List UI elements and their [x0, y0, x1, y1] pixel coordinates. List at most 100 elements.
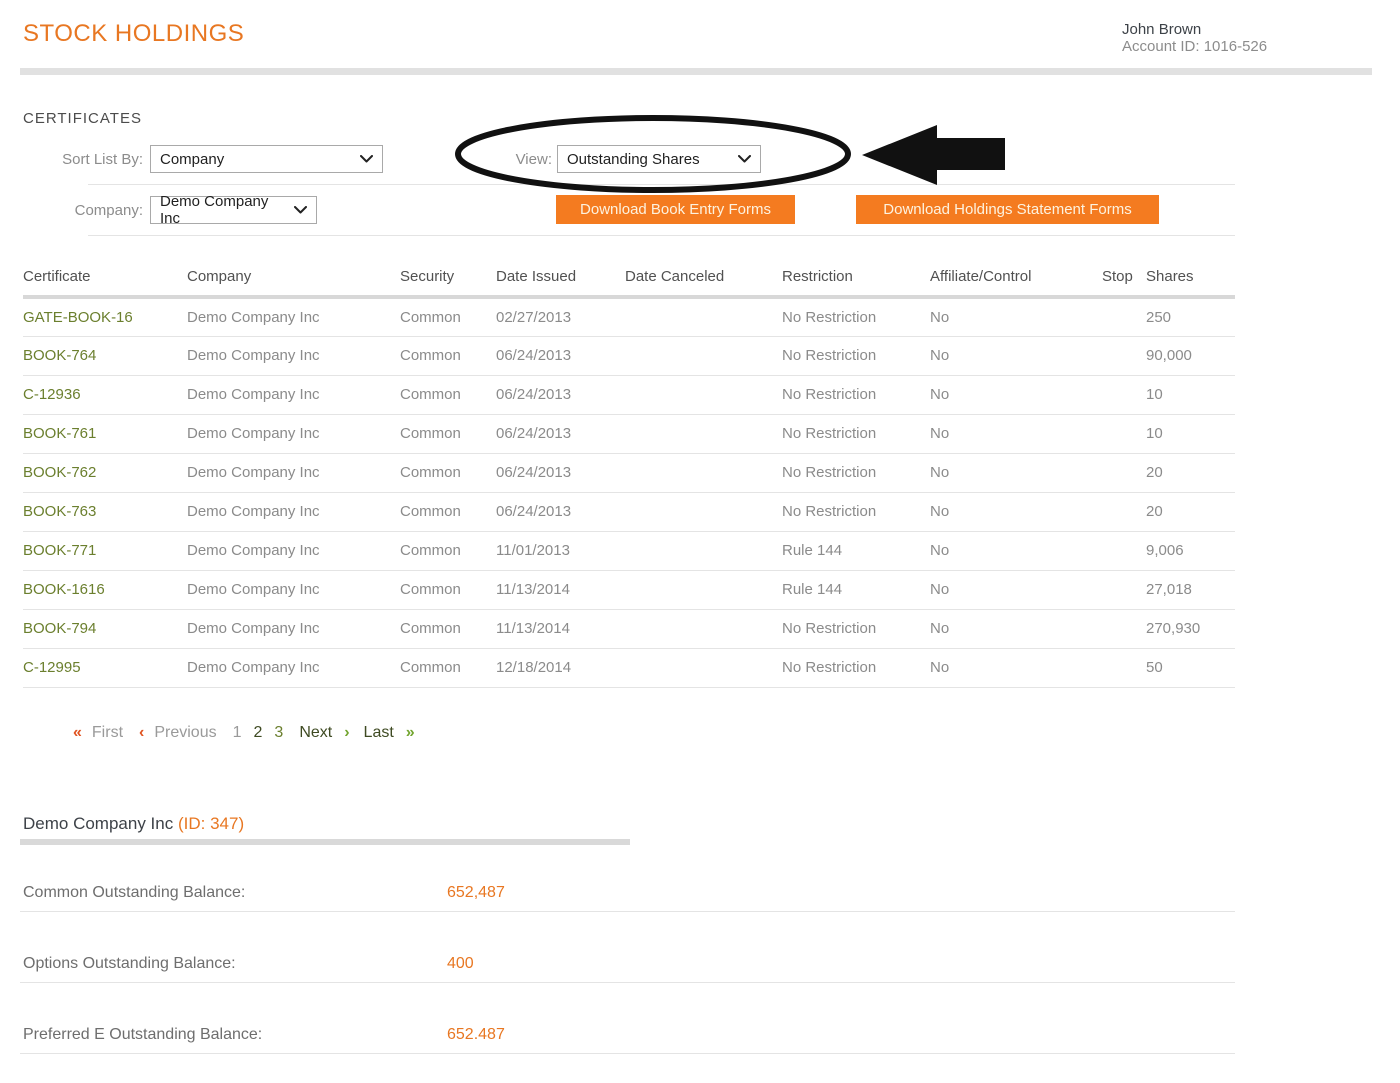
- cell-security: Common: [400, 336, 496, 376]
- cell-security: Common: [400, 570, 496, 610]
- page-number-1-current: 1: [232, 724, 242, 741]
- cell-shares: 10: [1146, 375, 1235, 415]
- cell-date-canceled: [625, 570, 782, 610]
- certificate-link[interactable]: C-12995: [23, 648, 187, 688]
- cell-restriction: Rule 144: [782, 531, 930, 571]
- company-value: Demo Company Inc: [160, 193, 269, 227]
- cell-security: Common: [400, 609, 496, 649]
- table-row: C-12936 Demo Company Inc Common 06/24/20…: [23, 375, 1235, 415]
- pagination: « First ‹ Previous 1 2 3 Next › Last »: [73, 724, 415, 742]
- col-affiliate-control: Affiliate/Control: [930, 262, 1102, 299]
- cell-shares: 50: [1146, 648, 1235, 688]
- previous-page-icon: ‹: [139, 724, 145, 741]
- last-page-link[interactable]: Last: [363, 724, 394, 741]
- table-row: BOOK-762 Demo Company Inc Common 06/24/2…: [23, 453, 1235, 493]
- page-number-3-link[interactable]: 3: [274, 724, 284, 741]
- cell-shares: 20: [1146, 453, 1235, 493]
- cell-company: Demo Company Inc: [187, 375, 400, 415]
- cell-date-canceled: [625, 297, 782, 337]
- col-company: Company: [187, 262, 400, 299]
- certificate-link[interactable]: GATE-BOOK-16: [23, 297, 187, 337]
- cell-date-issued: 11/13/2014: [496, 570, 625, 610]
- cell-date-canceled: [625, 492, 782, 532]
- cell-security: Common: [400, 492, 496, 532]
- cell-shares: 10: [1146, 414, 1235, 454]
- table-row: GATE-BOOK-16 Demo Company Inc Common 02/…: [23, 297, 1235, 337]
- cell-stop: [1102, 375, 1146, 415]
- company-label: Company:: [74, 202, 143, 219]
- cell-company: Demo Company Inc: [187, 297, 400, 337]
- cell-company: Demo Company Inc: [187, 609, 400, 649]
- cell-restriction: No Restriction: [782, 648, 930, 688]
- certificate-link[interactable]: BOOK-762: [23, 453, 187, 493]
- summary-underline-bar: [20, 839, 630, 845]
- balance-value: 652.487: [447, 1026, 505, 1043]
- cell-stop: [1102, 453, 1146, 493]
- company-select[interactable]: Demo Company Inc: [150, 193, 317, 227]
- cell-affiliate-control: No: [930, 453, 1102, 493]
- cell-shares: 20: [1146, 492, 1235, 532]
- cell-restriction: No Restriction: [782, 609, 930, 649]
- certificate-link[interactable]: BOOK-764: [23, 336, 187, 376]
- cell-security: Common: [400, 375, 496, 415]
- last-page-icon[interactable]: »: [405, 724, 415, 741]
- table-row: BOOK-764 Demo Company Inc Common 06/24/2…: [23, 336, 1235, 376]
- page-title: STOCK HOLDINGS: [23, 20, 245, 47]
- view-select[interactable]: Outstanding Shares: [557, 145, 761, 173]
- view-label: View:: [515, 151, 552, 168]
- cell-date-canceled: [625, 375, 782, 415]
- cell-company: Demo Company Inc: [187, 453, 400, 493]
- certificate-link[interactable]: BOOK-794: [23, 609, 187, 649]
- cell-restriction: No Restriction: [782, 297, 930, 337]
- cell-stop: [1102, 531, 1146, 571]
- account-user-name: John Brown: [1122, 21, 1202, 38]
- sort-list-by-value: Company: [160, 150, 225, 168]
- certificate-link[interactable]: BOOK-771: [23, 531, 187, 571]
- col-shares: Shares: [1146, 262, 1235, 299]
- cell-company: Demo Company Inc: [187, 648, 400, 688]
- cell-date-issued: 06/24/2013: [496, 336, 625, 376]
- cell-date-issued: 11/13/2014: [496, 609, 625, 649]
- balance-divider: [20, 911, 1235, 912]
- certificate-link[interactable]: BOOK-761: [23, 414, 187, 454]
- cell-date-canceled: [625, 414, 782, 454]
- summary-company-title: Demo Company Inc (ID: 347): [23, 814, 244, 834]
- cell-security: Common: [400, 531, 496, 571]
- cell-stop: [1102, 648, 1146, 688]
- table-row: BOOK-1616 Demo Company Inc Common 11/13/…: [23, 570, 1235, 610]
- table-row: BOOK-763 Demo Company Inc Common 06/24/2…: [23, 492, 1235, 532]
- cell-date-issued: 06/24/2013: [496, 492, 625, 532]
- certificate-link[interactable]: BOOK-763: [23, 492, 187, 532]
- cell-company: Demo Company Inc: [187, 336, 400, 376]
- summary-company-id: (ID: 347): [177, 814, 245, 833]
- cell-date-issued: 02/27/2013: [496, 297, 625, 337]
- download-holdings-statement-forms-button[interactable]: Download Holdings Statement Forms: [856, 195, 1159, 224]
- balance-value: 400: [447, 955, 474, 972]
- cell-stop: [1102, 414, 1146, 454]
- cell-stop: [1102, 492, 1146, 532]
- cell-security: Common: [400, 297, 496, 337]
- cell-shares: 27,018: [1146, 570, 1235, 610]
- chevron-down-icon: [360, 155, 373, 163]
- balance-label: Options Outstanding Balance:: [23, 955, 236, 972]
- certificate-link[interactable]: C-12936: [23, 375, 187, 415]
- certificate-link[interactable]: BOOK-1616: [23, 570, 187, 610]
- first-page-link: First: [91, 724, 124, 741]
- cell-date-issued: 06/24/2013: [496, 375, 625, 415]
- sort-list-by-select[interactable]: Company: [150, 145, 383, 173]
- cell-security: Common: [400, 414, 496, 454]
- previous-page-link: Previous: [154, 724, 217, 741]
- next-page-icon[interactable]: ›: [344, 724, 350, 741]
- balance-divider: [20, 982, 1235, 983]
- page-number-2-link[interactable]: 2: [253, 724, 263, 741]
- balance-label: Common Outstanding Balance:: [23, 884, 246, 901]
- next-page-link[interactable]: Next: [299, 724, 333, 741]
- annotation-arrow-icon: [862, 125, 1005, 185]
- download-book-entry-forms-button[interactable]: Download Book Entry Forms: [556, 195, 795, 224]
- balance-divider: [20, 1053, 1235, 1054]
- col-security: Security: [400, 262, 496, 299]
- summary-company-name: Demo Company Inc: [23, 814, 174, 833]
- cell-date-issued: 12/18/2014: [496, 648, 625, 688]
- cell-affiliate-control: No: [930, 609, 1102, 649]
